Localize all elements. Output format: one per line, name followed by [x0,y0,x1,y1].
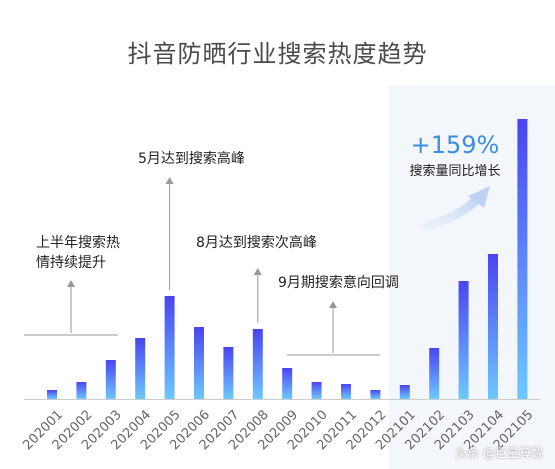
annotation-aug-arrow-head [253,268,262,275]
bar-202104 [488,254,498,399]
chart-title: 抖音防晒行业搜索热度趋势 [127,40,428,68]
bar-202002 [76,382,87,399]
growth-value: +159% [411,131,500,159]
bar-202001 [47,390,57,399]
bar-202008 [252,329,263,399]
bar-202103 [458,281,469,399]
bar-202105 [517,119,528,399]
bar-202005 [164,296,175,399]
bar-202011 [341,384,351,399]
annotation-h1-arrow-head [67,280,75,287]
annotation-may-arrow-head [165,177,174,184]
bar-202004 [135,338,146,399]
bar-202101 [399,385,410,399]
annotation-h1-text-line-2: 情持续提升 [36,254,106,271]
bar-202007 [223,347,234,399]
bar-202006 [194,327,204,399]
bar-202102 [429,348,440,399]
growth-label: 搜索量同比增长 [409,164,500,179]
growth-arrow-head-icon [468,186,490,208]
annotation-may-text: 5月达到搜索高峰 [138,150,245,167]
bar-202009 [282,368,293,399]
watermark: 头条 @巨量算数 [455,446,543,460]
bar-202012 [370,390,381,399]
bar-202010 [311,382,322,399]
annotation-sep-arrow-head [329,301,337,308]
bar-202003 [105,360,116,399]
annotation-h1-text-line-1: 上半年搜索热 [36,234,120,251]
annotation-sep-text: 9月期搜索意向回调 [278,274,399,291]
annotation-aug-text: 8月达到搜索次高峰 [196,234,317,251]
